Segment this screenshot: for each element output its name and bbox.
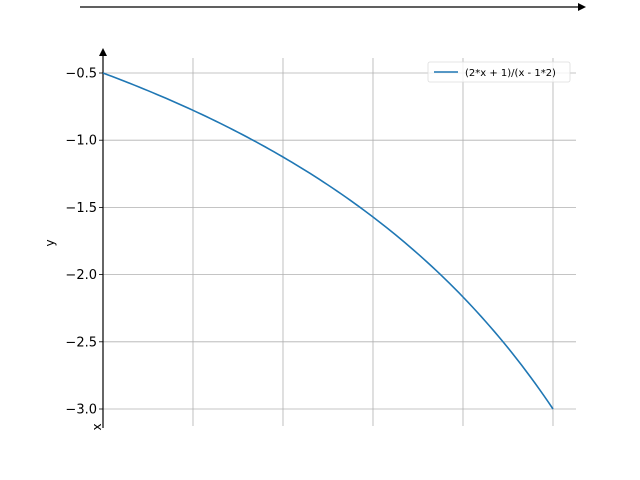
y-tick-label: −1.5 [65, 201, 97, 216]
series-lines [102, 72, 554, 410]
y-tick-label: −2.5 [65, 335, 97, 350]
y-ticks: −0.5 −1.0 −1.5 −2.0 −2.5 −3.0 [65, 67, 103, 418]
legend: (2*x + 1)/(x - 1*2) [427, 61, 571, 83]
grid [102, 58, 576, 426]
legend-entry: (2*x + 1)/(x - 1*2) [465, 68, 556, 79]
y-tick-label: −1.0 [65, 134, 97, 149]
x-axis-label: x [90, 423, 104, 430]
legend-box [427, 61, 571, 83]
y-tick-label: −2.0 [65, 268, 97, 283]
y-tick-label: −3.0 [65, 403, 97, 418]
y-tick-label: −0.5 [65, 67, 97, 82]
y-axis-label: y [43, 239, 57, 246]
series-line [102, 72, 554, 410]
